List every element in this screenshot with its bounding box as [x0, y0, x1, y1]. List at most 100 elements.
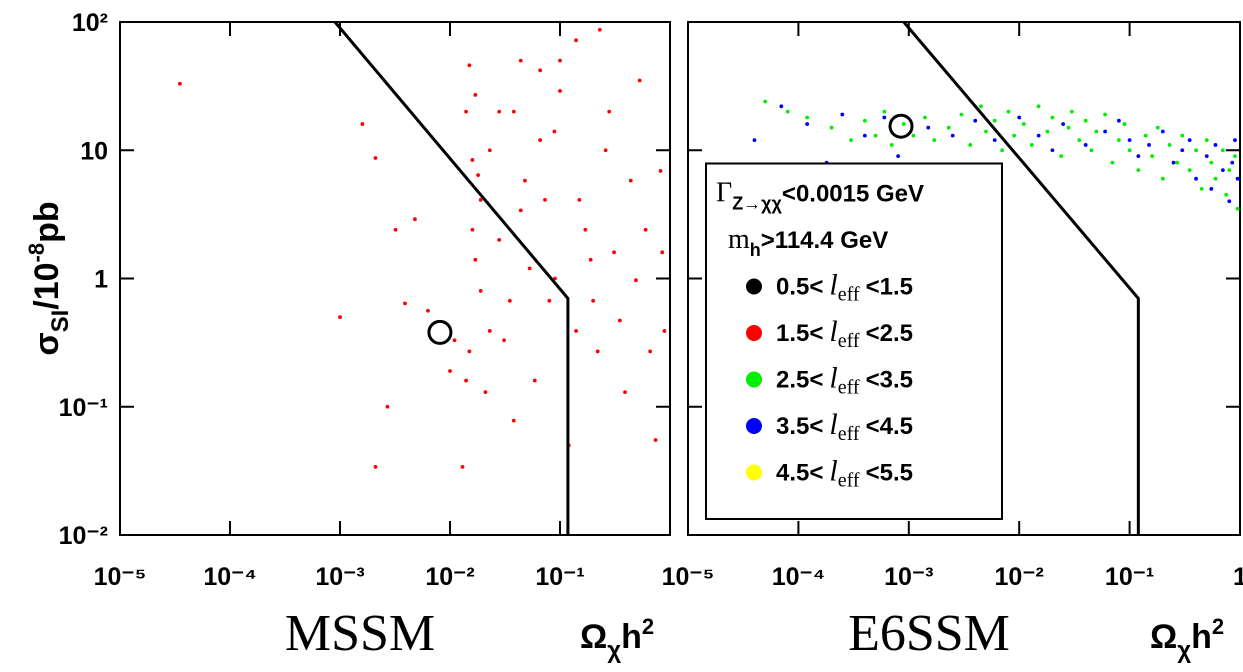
point — [1233, 138, 1237, 142]
legend-label-part: eff — [838, 377, 860, 399]
point — [882, 115, 887, 120]
point — [1000, 148, 1004, 153]
legend-label-part: eff — [838, 284, 860, 306]
point — [607, 109, 612, 114]
point — [523, 178, 527, 183]
point — [1167, 143, 1172, 147]
label-part: Z→χχ — [732, 194, 782, 214]
point — [1103, 112, 1108, 117]
x-tick-label: 10⁻¹ — [1105, 563, 1154, 591]
point — [360, 122, 365, 126]
legend-marker — [746, 418, 762, 434]
point — [518, 58, 523, 63]
legend-marker — [746, 371, 762, 388]
point — [984, 129, 988, 134]
y-tick-label: 10⁻² — [59, 522, 108, 550]
point — [785, 109, 790, 114]
point — [1199, 186, 1204, 191]
point — [487, 148, 492, 153]
point — [483, 390, 488, 395]
point — [973, 118, 978, 123]
point — [464, 109, 468, 114]
point — [950, 133, 955, 138]
point — [1230, 160, 1235, 165]
point — [553, 276, 557, 281]
panel-title: MSSM — [285, 605, 435, 662]
point — [478, 198, 483, 202]
label: mh>114.4 GeV — [728, 224, 888, 260]
point — [901, 122, 906, 126]
point — [1083, 118, 1088, 123]
x-tick-label: 10⁻⁴ — [772, 563, 825, 591]
point — [538, 68, 543, 73]
point — [805, 122, 810, 126]
legend-label: 3.5< leff <4.5 — [776, 408, 913, 445]
point — [1136, 154, 1141, 159]
point — [1083, 143, 1088, 147]
point — [177, 81, 182, 86]
label-part: σ — [28, 332, 66, 355]
point — [634, 278, 638, 283]
point — [448, 369, 452, 373]
point — [577, 198, 582, 202]
point — [1036, 133, 1041, 138]
point — [473, 93, 478, 97]
legend-label-part: <2.5 — [866, 320, 913, 347]
legend-label-part: 0.5< — [776, 274, 823, 301]
point — [1175, 160, 1180, 165]
point — [862, 133, 867, 138]
legend-label-part: <4.5 — [866, 413, 913, 440]
point — [1017, 115, 1022, 120]
point — [1180, 133, 1185, 138]
point — [1187, 168, 1192, 173]
point — [403, 301, 407, 306]
point — [460, 464, 465, 469]
point — [662, 329, 667, 333]
point — [470, 158, 475, 162]
point — [1194, 148, 1198, 153]
legend-label-part: l — [829, 315, 837, 348]
point — [1227, 168, 1232, 173]
point — [1050, 148, 1055, 153]
legend-box — [705, 162, 1003, 520]
point — [413, 217, 417, 222]
point — [873, 133, 878, 138]
point — [1077, 138, 1082, 142]
point — [648, 349, 653, 354]
point — [660, 250, 665, 255]
point — [992, 118, 997, 123]
point — [882, 109, 887, 114]
point — [597, 27, 602, 32]
point — [1143, 133, 1148, 138]
x-tick-label: 10⁻² — [995, 563, 1044, 591]
point — [1160, 129, 1165, 134]
point — [574, 329, 578, 333]
label-part: χ — [607, 637, 621, 664]
point — [470, 227, 475, 232]
point — [1171, 160, 1176, 165]
x-tick-label: 10⁻² — [425, 563, 474, 591]
point — [1012, 133, 1017, 138]
point — [1094, 129, 1099, 134]
legend-label-part: l — [829, 362, 837, 395]
legend-label-part: 4.5< — [776, 460, 823, 487]
point — [1089, 148, 1094, 153]
point — [612, 250, 616, 255]
point — [946, 125, 951, 130]
x-tick-label: 10⁻⁴ — [203, 563, 256, 591]
point — [426, 308, 430, 313]
point — [653, 438, 658, 442]
point — [338, 315, 342, 320]
x-tick-label: 10⁻⁵ — [94, 563, 147, 591]
point — [1213, 176, 1218, 181]
point — [502, 338, 506, 343]
label-part: /10 — [28, 262, 66, 309]
point — [637, 78, 642, 83]
legend-label-part: eff — [838, 423, 860, 445]
point — [385, 404, 390, 409]
point — [538, 138, 543, 142]
point — [779, 104, 784, 109]
label: ΓZ→χχ<0.0015 GeV — [716, 178, 924, 214]
point — [752, 138, 757, 142]
